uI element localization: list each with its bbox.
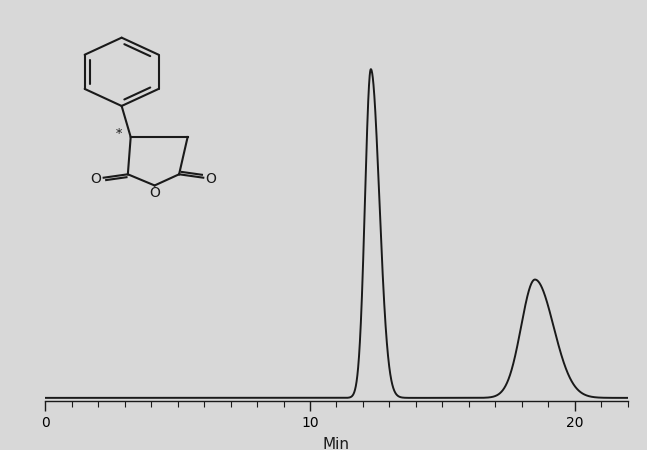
Text: O: O xyxy=(149,186,160,200)
Text: *: * xyxy=(116,128,122,141)
Text: O: O xyxy=(91,172,102,186)
X-axis label: Min: Min xyxy=(323,436,350,450)
Text: O: O xyxy=(206,172,217,186)
